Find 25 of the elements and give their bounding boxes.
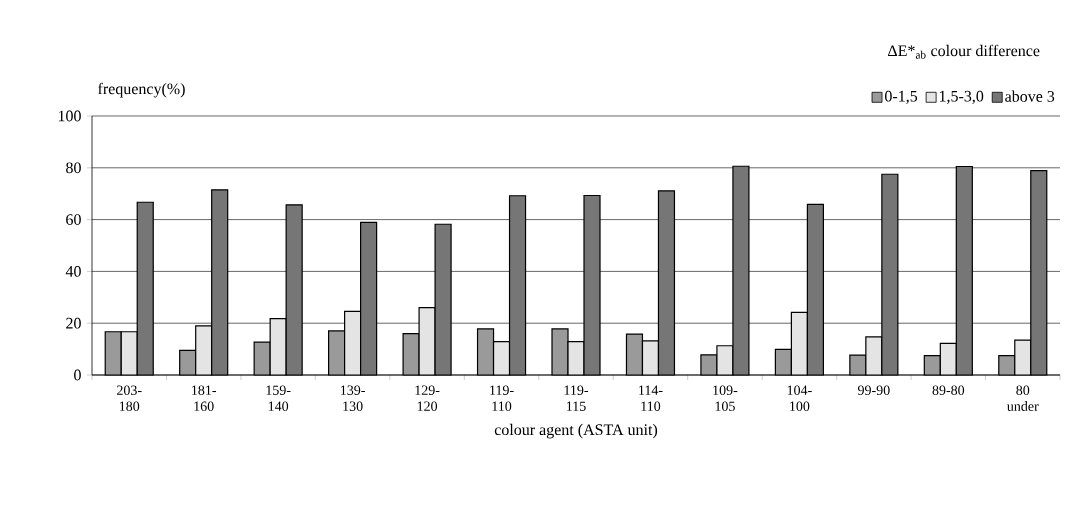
x-tick-label: 139-130 xyxy=(341,385,365,411)
x-tick-label: 119-115 xyxy=(564,385,589,411)
x-tick-label: 129-120 xyxy=(415,385,440,411)
x-tick-label: 89-80 xyxy=(932,385,965,395)
legend-label: 1,5-3,0 xyxy=(939,90,984,104)
x-tick-label: 159-140 xyxy=(266,385,291,411)
x-tick-label: 119-110 xyxy=(490,385,514,411)
x-axis-title: colour agent (ASTA unit) xyxy=(494,423,658,439)
y-axis-title: frequency(%) xyxy=(98,82,185,98)
x-tick-label: 203-180 xyxy=(117,385,142,411)
x-tick-label: 99-90 xyxy=(857,385,890,395)
x-tick-label: 181-160 xyxy=(192,385,217,411)
legend-label: 0-1,5 xyxy=(885,90,918,104)
legend-title: ΔE*$_{ab}$ colour difference xyxy=(888,44,1040,59)
x-tick-label: 80 under xyxy=(1007,385,1039,411)
x-tick-label: 104-100 xyxy=(787,385,812,411)
legend-label: above 3 xyxy=(1005,90,1055,102)
y-tick-label: 0 xyxy=(74,369,81,381)
y-tick-label: 20 xyxy=(66,317,81,329)
y-tick-label: 60 xyxy=(66,214,81,225)
x-tick-label: 109-105 xyxy=(713,385,738,411)
y-tick-label: 100 xyxy=(58,110,81,122)
y-tick-label: 40 xyxy=(65,266,81,277)
x-tick-label: 114-110 xyxy=(639,385,663,411)
y-tick-label: 80 xyxy=(66,162,81,174)
